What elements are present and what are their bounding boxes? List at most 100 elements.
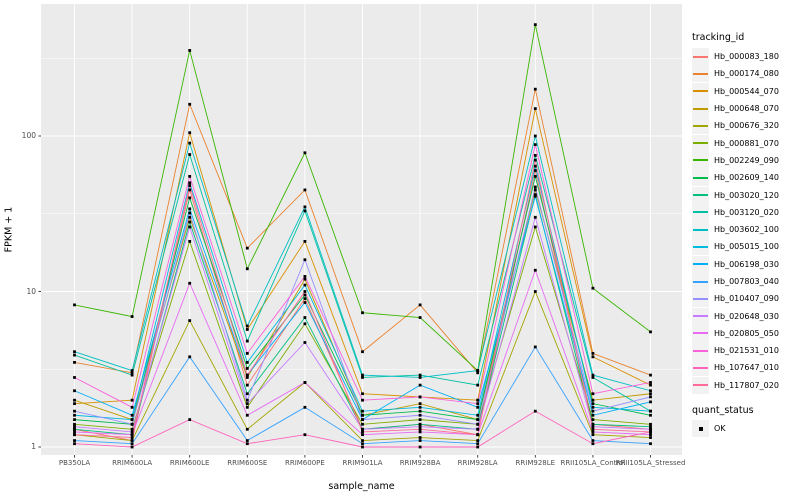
legend-key-swatch [692,134,709,152]
legend-item-label: Hb_021531_010 [714,346,779,356]
data-point [245,324,249,328]
plot-panel [41,4,682,455]
data-point [188,196,192,200]
data-point [418,303,422,307]
data-point [245,392,249,396]
data-point [476,445,480,449]
data-point [418,316,422,319]
data-point [533,345,537,349]
data-point [361,311,364,315]
legend-title-tracking-id: tracking_id [692,32,745,43]
data-point [245,339,249,343]
data-point [476,398,480,402]
legend-item: Hb_005015_100 [692,238,779,256]
data-point [73,389,76,393]
data-point [188,181,192,185]
data-point [533,87,537,91]
data-point [476,442,480,446]
legend-item: Hb_000083_180 [692,48,779,66]
legend-item-label: Hb_000544_070 [714,86,779,96]
data-point [418,395,422,399]
y-tick-label: 1 [31,442,36,451]
data-point [130,442,134,446]
legend-key-swatch [692,100,709,118]
x-tick-label: RRIM600LE [169,459,210,467]
data-point [73,425,76,429]
data-point [591,442,595,446]
legend-item-label: Hb_006198_030 [714,259,779,269]
data-point [533,215,537,219]
legend-quant-items: OK [692,420,726,438]
data-point [361,442,364,446]
y-tick-label: 10 [26,286,36,296]
data-point [303,297,307,301]
legend-key-swatch [692,238,709,256]
data-point [245,398,249,402]
data-point [533,225,537,229]
data-point [361,433,364,437]
data-point [73,439,76,442]
data-point [533,107,537,111]
data-point [418,427,422,431]
data-point [245,267,249,271]
legend-key-swatch [692,82,709,100]
data-point [303,316,307,319]
legend-tracking-items: Hb_000083_180 Hb_000174_080 Hb_000544_070 H… [692,48,779,394]
legend-key-line-icon [693,280,708,283]
data-point [533,23,537,27]
data-point [361,427,364,431]
data-point [418,418,422,422]
legend-item-label: Hb_000083_180 [714,52,779,62]
data-point [476,402,480,406]
data-point [303,188,307,192]
legend-key-line-icon [693,332,708,335]
data-point [130,430,134,434]
data-point [188,153,192,156]
data-point [533,185,537,189]
legend-item-label: Hb_000648_070 [714,104,779,114]
legend-item-label: OK [714,424,726,434]
data-point [73,427,76,431]
data-point [649,373,652,377]
legend-key-line-icon [693,176,708,179]
data-point [73,360,76,364]
legend-key-swatch [692,48,709,66]
data-point [533,174,537,178]
legend-key-line-icon [693,124,708,127]
data-point [649,413,652,417]
data-point [188,49,192,52]
data-point [303,322,307,326]
legend-key-swatch [692,117,709,135]
legend-item-label: Hb_003602_100 [714,225,779,235]
black-point-icon [698,426,703,431]
legend-item: Hb_000174_080 [692,65,779,83]
data-point [418,425,422,429]
legend-item-label: Hb_000174_080 [714,69,779,79]
data-point [476,427,480,431]
legend-key-line-icon [693,349,708,352]
data-point [476,371,480,375]
data-point [73,353,76,357]
data-point [245,383,249,387]
x-tick-label: RRIM928BA [399,459,441,467]
data-point [533,194,537,198]
data-point [73,398,76,402]
data-point [245,367,249,370]
data-point [188,207,192,211]
data-point [188,281,192,285]
data-point [649,400,652,404]
data-point [303,209,307,213]
data-point [188,211,192,215]
data-point [130,413,134,417]
data-point [130,373,134,377]
data-point [303,433,307,437]
data-point [245,405,249,409]
data-point [533,169,537,172]
data-point [303,283,307,287]
data-point [649,436,652,439]
data-point [591,430,595,434]
x-tick-label: PB350LA [58,459,91,467]
legend-key-line-icon [693,263,708,266]
data-point [591,398,595,402]
